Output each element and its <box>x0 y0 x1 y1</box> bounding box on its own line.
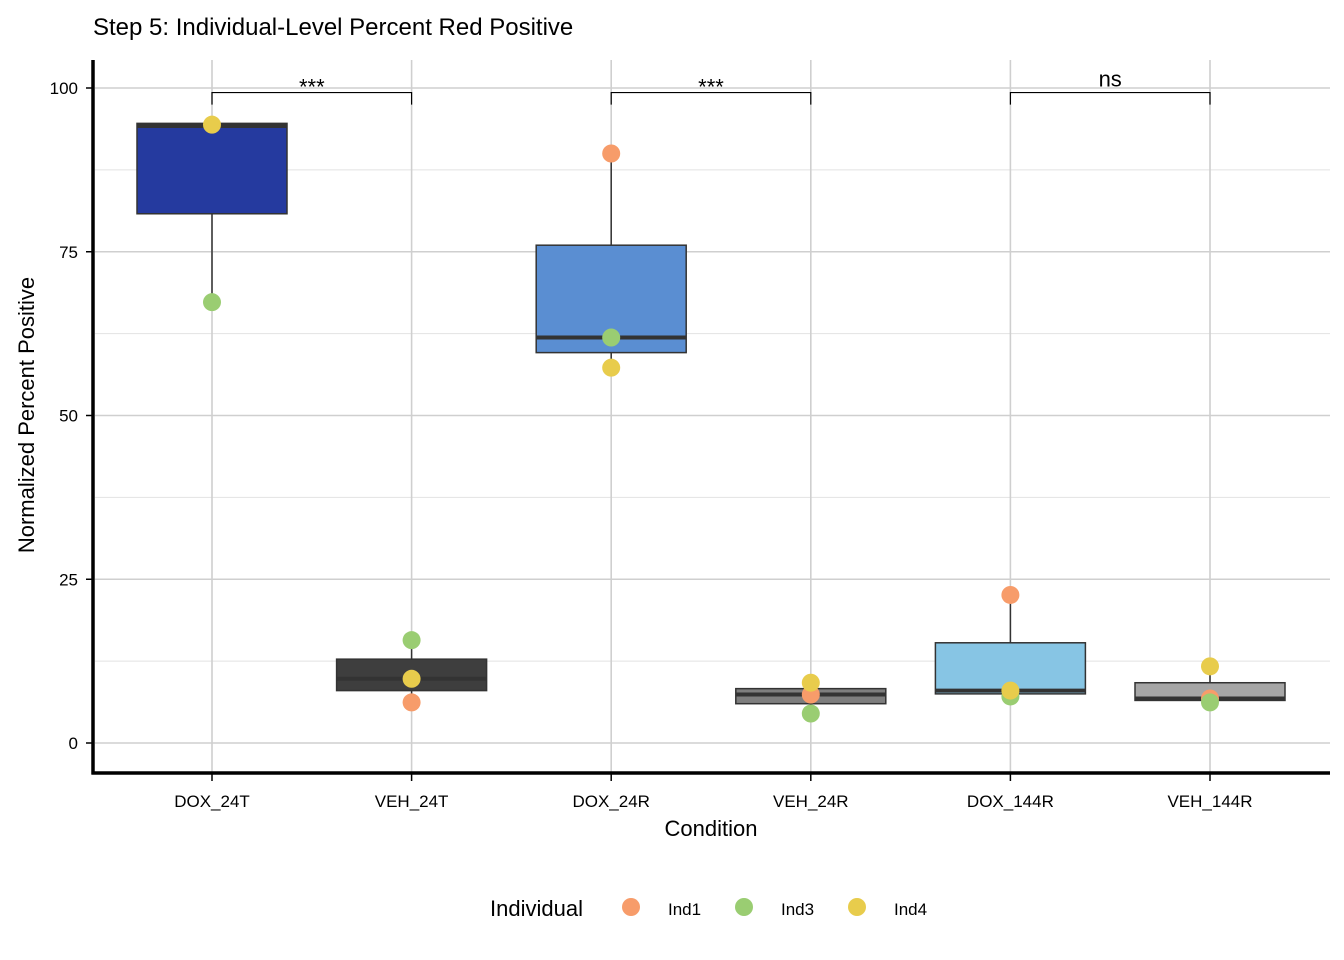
point-ind1 <box>402 693 421 712</box>
x-tick-label: VEH_24R <box>773 792 849 811</box>
legend-key-ind1 <box>622 898 640 916</box>
whiskers <box>211 153 1211 714</box>
y-axis-title: Normalized Percent Positive <box>14 277 39 553</box>
significance-label: ns <box>1099 67 1122 92</box>
legend-label-ind1: Ind1 <box>668 900 701 919</box>
x-tick-label: VEH_24T <box>375 792 449 811</box>
bracket <box>610 91 812 105</box>
box-dox_24t <box>136 122 288 215</box>
x-tick-label: VEH_144R <box>1167 792 1252 811</box>
point-ind4 <box>1201 657 1219 676</box>
legend-title: Individual <box>490 896 583 921</box>
legend-key-ind3 <box>735 898 753 916</box>
x-tick-label: DOX_24R <box>572 792 649 811</box>
y-tick-label: 25 <box>59 570 78 589</box>
point-ind3 <box>1201 693 1219 712</box>
chart-title: Step 5: Individual-Level Percent Red Pos… <box>93 14 573 41</box>
y-tick-labels: 0 25 50 75 100 <box>50 79 93 753</box>
point-ind3 <box>203 293 221 312</box>
data-points <box>203 115 1219 723</box>
point-ind4 <box>801 673 820 692</box>
point-ind3 <box>602 328 621 347</box>
point-ind4 <box>602 358 621 377</box>
box-dox_24r <box>535 244 687 354</box>
y-tick-label: 100 <box>50 79 78 98</box>
point-ind3 <box>801 704 820 723</box>
legend: Individual Ind1 Ind3 Ind4 <box>490 896 927 921</box>
point-ind1 <box>602 144 621 163</box>
x-tick-label: DOX_144R <box>967 792 1054 811</box>
y-tick-label: 0 <box>69 734 78 753</box>
legend-label-ind4: Ind4 <box>894 900 927 919</box>
significance-label: *** <box>299 75 325 100</box>
axes <box>91 60 1330 775</box>
legend-key-ind4 <box>848 898 866 916</box>
point-ind3 <box>402 631 421 650</box>
x-axis-title: Condition <box>665 816 758 841</box>
significance-brackets: *** *** ns <box>211 67 1211 105</box>
point-ind1 <box>1001 585 1020 604</box>
point-ind4 <box>203 115 221 134</box>
point-ind4 <box>402 669 421 688</box>
x-tick-label: DOX_24T <box>174 792 250 811</box>
bracket <box>1009 91 1211 105</box>
boxes <box>136 122 1286 705</box>
legend-label-ind3: Ind3 <box>781 900 814 919</box>
y-tick-label: 75 <box>59 243 78 262</box>
point-ind4 <box>1001 681 1020 700</box>
y-tick-label: 50 <box>59 407 78 426</box>
bracket <box>211 91 413 105</box>
x-tick-labels: DOX_24T VEH_24T DOX_24R VEH_24R DOX_144R VEH_… <box>174 773 1253 811</box>
significance-label: *** <box>698 75 724 100</box>
